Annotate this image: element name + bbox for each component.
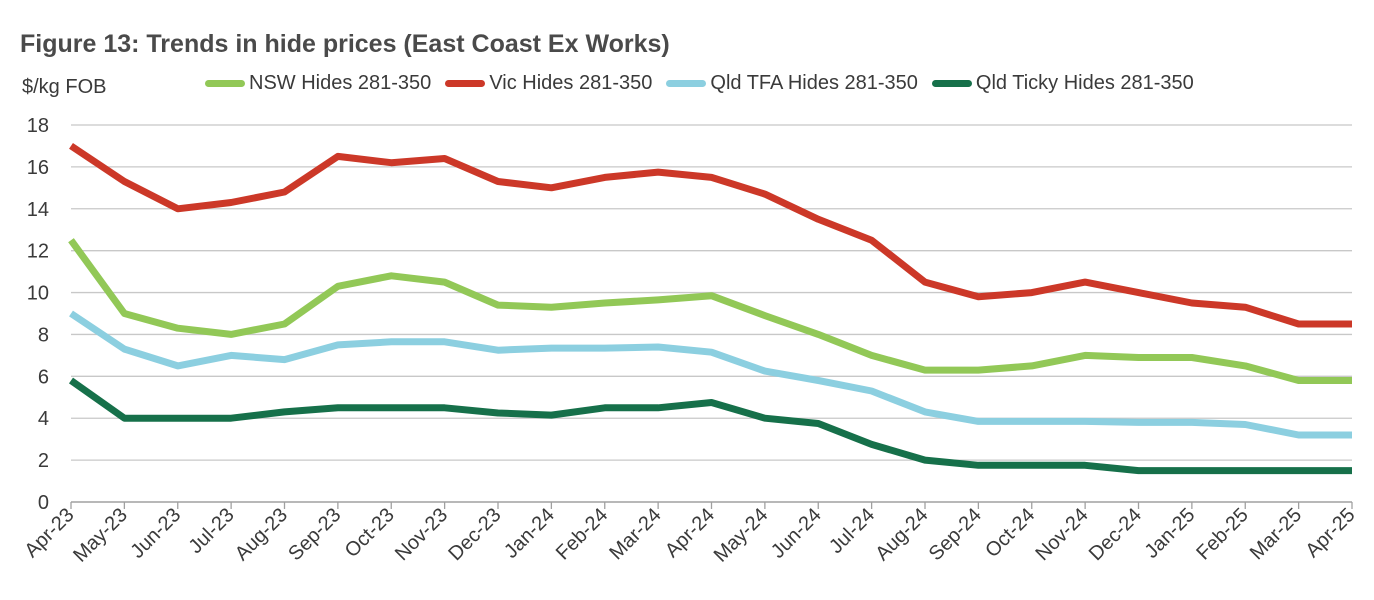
x-tick-label: Apr-23 bbox=[21, 504, 79, 562]
series-line-qld-ticky bbox=[68, 377, 1352, 475]
y-tick-label: 14 bbox=[27, 199, 49, 221]
y-tick-label: 12 bbox=[27, 241, 49, 263]
series-line-nsw bbox=[68, 238, 1352, 384]
x-tick-label: Jan-24 bbox=[500, 504, 559, 563]
legend-item-vic: Vic Hides 281-350 bbox=[445, 72, 652, 95]
x-tick-label: Oct-24 bbox=[981, 504, 1039, 562]
legend-swatch-qld-tfa bbox=[666, 80, 707, 87]
x-tick-label: Oct-23 bbox=[341, 504, 399, 562]
y-axis-label: $/kg FOB bbox=[22, 76, 107, 98]
chart-title: Figure 13: Trends in hide prices (East C… bbox=[20, 30, 670, 58]
x-tick-label: Sep-24 bbox=[925, 504, 986, 565]
x-tick-label: Sep-23 bbox=[284, 504, 345, 565]
x-tick-label: Nov-23 bbox=[391, 504, 452, 565]
legend-swatch-nsw bbox=[205, 80, 245, 87]
x-tick-label: Apr-25 bbox=[1302, 504, 1360, 562]
x-tick-label: Aug-24 bbox=[871, 504, 932, 565]
x-tick-label: Mar-24 bbox=[605, 504, 665, 564]
series-line-qld-tfa bbox=[69, 310, 1352, 439]
legend-item-qld-tfa: Qld TFA Hides 281-350 bbox=[666, 72, 918, 95]
y-tick-label: 18 bbox=[27, 115, 49, 137]
x-tick-label: May-24 bbox=[710, 504, 773, 567]
legend-item-qld-ticky: Qld Ticky Hides 281-350 bbox=[931, 72, 1194, 95]
y-tick-label: 16 bbox=[27, 157, 49, 179]
legend-label-vic: Vic Hides 281-350 bbox=[489, 72, 653, 94]
y-tick-label: 0 bbox=[38, 492, 49, 514]
x-tick-label: Dec-23 bbox=[444, 504, 505, 565]
y-tick-label: 8 bbox=[38, 324, 49, 346]
x-tick-label: May-23 bbox=[69, 504, 132, 567]
x-tick-label: Nov-24 bbox=[1032, 504, 1093, 565]
y-tick-label: 4 bbox=[38, 408, 49, 430]
y-tick-label: 2 bbox=[38, 450, 49, 472]
x-tick-label: Feb-25 bbox=[1192, 504, 1252, 564]
legend-label-qld-tfa: Qld TFA Hides 281-350 bbox=[710, 72, 918, 94]
x-tick-label: Aug-23 bbox=[231, 504, 292, 565]
x-tick-label: Jun-24 bbox=[767, 504, 826, 563]
legend-label-qld-ticky: Qld Ticky Hides 281-350 bbox=[975, 72, 1194, 94]
x-tick-label: Apr-24 bbox=[661, 504, 719, 562]
legend-swatch-vic bbox=[445, 80, 486, 87]
x-tick-label: Feb-24 bbox=[552, 504, 612, 564]
x-tick-label: Jun-23 bbox=[126, 504, 185, 563]
y-tick-label: 6 bbox=[38, 366, 49, 388]
x-tick-label: Jan-25 bbox=[1141, 504, 1200, 563]
x-tick-label: Mar-25 bbox=[1246, 504, 1306, 564]
y-tick-label: 10 bbox=[27, 283, 49, 305]
legend-swatch-qld-ticky bbox=[931, 80, 972, 87]
series-line-vic bbox=[69, 142, 1352, 328]
legend: NSW Hides 281-350 Vic Hides 281-350 Qld … bbox=[205, 72, 1208, 95]
x-tick-label: Dec-24 bbox=[1085, 504, 1146, 565]
legend-item-nsw: NSW Hides 281-350 bbox=[205, 72, 431, 95]
legend-label-nsw: NSW Hides 281-350 bbox=[249, 72, 432, 94]
